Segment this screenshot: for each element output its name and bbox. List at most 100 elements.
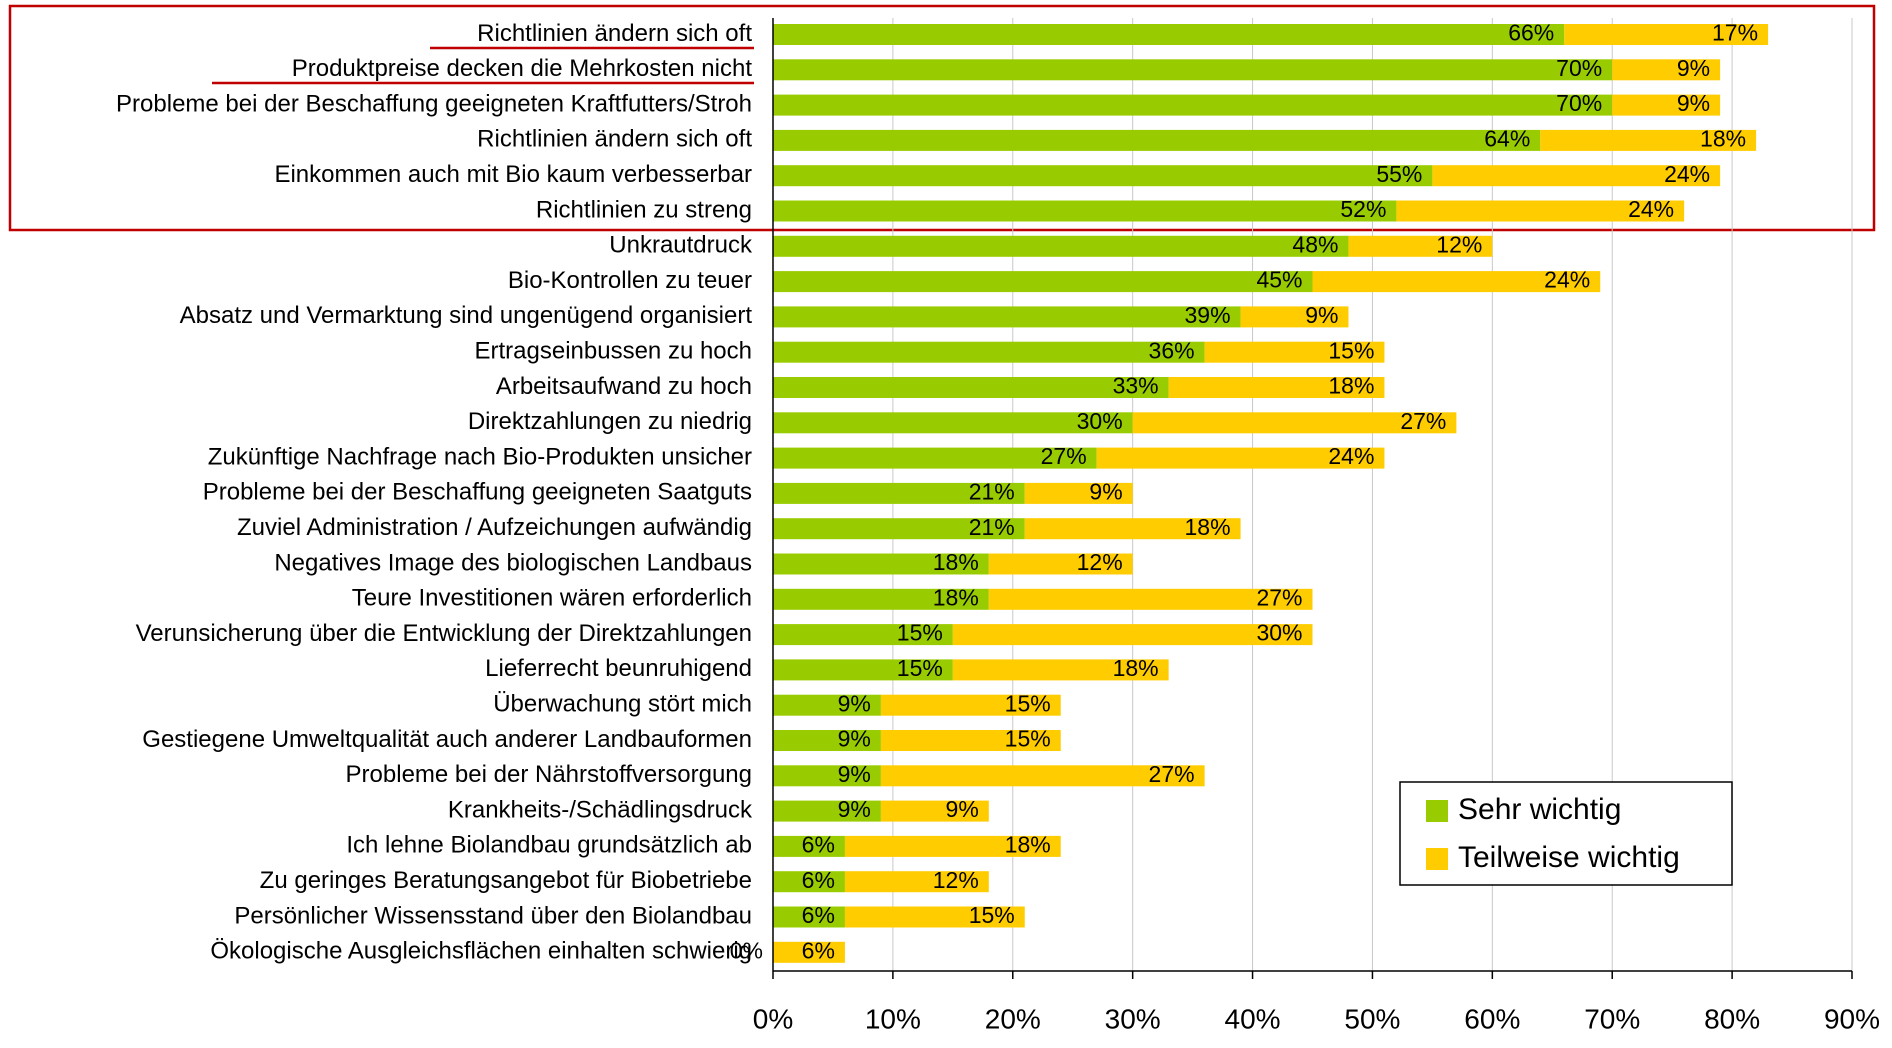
value-label: 70%	[1556, 90, 1602, 116]
bar-segment	[952, 659, 1169, 681]
value-label: 9%	[1305, 302, 1338, 328]
value-label: 18%	[933, 584, 979, 610]
bar-segment	[988, 553, 1133, 575]
bar-segment	[773, 518, 1025, 540]
y-tick-label: Verunsicherung über die Entwicklung der …	[136, 620, 752, 647]
x-tick-label: 30%	[1105, 1003, 1161, 1034]
x-tick-label: 60%	[1464, 1003, 1520, 1034]
y-tick-label: Unkrautdruck	[609, 232, 753, 259]
y-tick-label: Überwachung stört mich	[493, 691, 752, 718]
bar-segment	[1564, 24, 1769, 45]
value-label: 18%	[1005, 831, 1051, 857]
bar-segment	[1348, 235, 1493, 257]
x-tick-label: 70%	[1584, 1003, 1640, 1034]
y-tick-label: Richtlinien zu streng	[536, 196, 752, 223]
x-tick-label: 80%	[1704, 1003, 1760, 1034]
value-label: 52%	[1340, 196, 1386, 222]
bar-segment	[1612, 59, 1721, 81]
value-label: 9%	[1677, 55, 1710, 81]
value-label: 21%	[969, 478, 1015, 504]
value-label: 9%	[838, 761, 871, 787]
value-label: 12%	[933, 867, 979, 893]
y-tick-label: Krankheits-/Schädlingsdruck	[448, 796, 753, 823]
bar-segment	[1312, 271, 1601, 293]
value-label: 33%	[1113, 373, 1159, 399]
bar-segment	[773, 165, 1433, 187]
bar-segment	[773, 24, 1565, 45]
value-label: 12%	[1436, 231, 1482, 257]
value-label: 48%	[1292, 231, 1338, 257]
y-tick-label: Produktpreise decken die Mehrkosten nich…	[292, 55, 753, 82]
bar-segment	[773, 271, 1313, 293]
bar-segment	[773, 94, 1613, 116]
bar-segment	[773, 800, 881, 822]
legend-label: Sehr wichtig	[1458, 793, 1621, 826]
legend-label: Teilweise wichtig	[1458, 841, 1680, 874]
bar-segment	[880, 730, 1061, 751]
value-label: 70%	[1556, 55, 1602, 81]
value-label: 15%	[1328, 337, 1374, 363]
value-label: 27%	[1256, 584, 1302, 610]
value-label: 18%	[933, 549, 979, 575]
bar-segment	[880, 765, 1205, 787]
bar-segment	[844, 871, 989, 893]
bar-segment	[1168, 377, 1385, 398]
bar-segment	[1096, 447, 1385, 469]
bar-segment	[1024, 482, 1133, 504]
x-tick-label: 20%	[985, 1003, 1041, 1034]
bar-segment	[880, 694, 1061, 716]
value-label: 24%	[1328, 443, 1374, 469]
bar-segment	[988, 588, 1313, 610]
y-tick-label: Zu geringes Beratungsangebot für Biobetr…	[260, 867, 752, 894]
y-tick-label: Probleme bei der Beschaffung geeigneten …	[116, 90, 752, 117]
bar-segment	[1612, 94, 1721, 116]
value-label: 6%	[802, 937, 835, 963]
bar-segment	[773, 835, 845, 857]
value-label: 15%	[969, 902, 1015, 928]
bar-segment	[773, 659, 953, 681]
y-tick-label: Lieferrecht beunruhigend	[485, 655, 752, 682]
x-tick-label: 50%	[1344, 1003, 1400, 1034]
value-label: 64%	[1484, 125, 1530, 151]
bar-segment	[773, 59, 1613, 81]
y-tick-label: Ökologische Ausgleichsflächen einhalten …	[210, 938, 752, 965]
value-label: 12%	[1077, 549, 1123, 575]
value-label: 30%	[1077, 408, 1123, 434]
value-label: 27%	[1041, 443, 1087, 469]
value-label: 39%	[1185, 302, 1231, 328]
value-label: 17%	[1712, 20, 1758, 46]
y-tick-label: Gestiegene Umweltqualität auch anderer L…	[142, 726, 752, 753]
bar-segment	[773, 871, 845, 893]
bar-segment	[773, 624, 953, 646]
value-label: 21%	[969, 514, 1015, 540]
bar-segment	[773, 694, 881, 716]
bar-segment	[773, 200, 1397, 222]
bar-segment	[773, 482, 1025, 504]
bar-segment	[773, 235, 1349, 257]
y-tick-label: Zukünftige Nachfrage nach Bio-Produkten …	[208, 443, 752, 470]
value-label: 6%	[802, 831, 835, 857]
bar-segment	[952, 624, 1313, 646]
bar-segment	[773, 129, 1541, 151]
y-tick-label: Ich lehne Biolandbau grundsätzlich ab	[346, 832, 752, 859]
y-tick-label: Negatives Image des biologischen Landbau…	[274, 549, 752, 576]
value-label: 18%	[1700, 125, 1746, 151]
value-label: 27%	[1400, 408, 1446, 434]
bar-segment	[773, 588, 989, 610]
bar-segment	[773, 377, 1169, 398]
y-tick-label: Absatz und Vermarktung sind ungenügend o…	[180, 302, 753, 329]
bar-segment	[1396, 200, 1685, 222]
bar-segment	[773, 941, 845, 963]
legend-box	[1399, 781, 1733, 886]
y-tick-label: Probleme bei der Beschaffung geeigneten …	[203, 479, 752, 506]
value-label: 6%	[802, 902, 835, 928]
y-tick-label: Arbeitsaufwand zu hoch	[496, 373, 752, 400]
x-tick-label: 40%	[1225, 1003, 1281, 1034]
y-tick-label: Teure Investitionen wären erforderlich	[352, 585, 752, 612]
value-label: 15%	[1005, 690, 1051, 716]
bar-segment	[773, 765, 881, 787]
bar-segment	[1204, 341, 1385, 363]
y-tick-label: Persönlicher Wissensstand über den Biola…	[234, 902, 752, 929]
legend-swatch	[1426, 848, 1448, 870]
y-tick-label: Ertragseinbussen zu hoch	[475, 338, 753, 365]
